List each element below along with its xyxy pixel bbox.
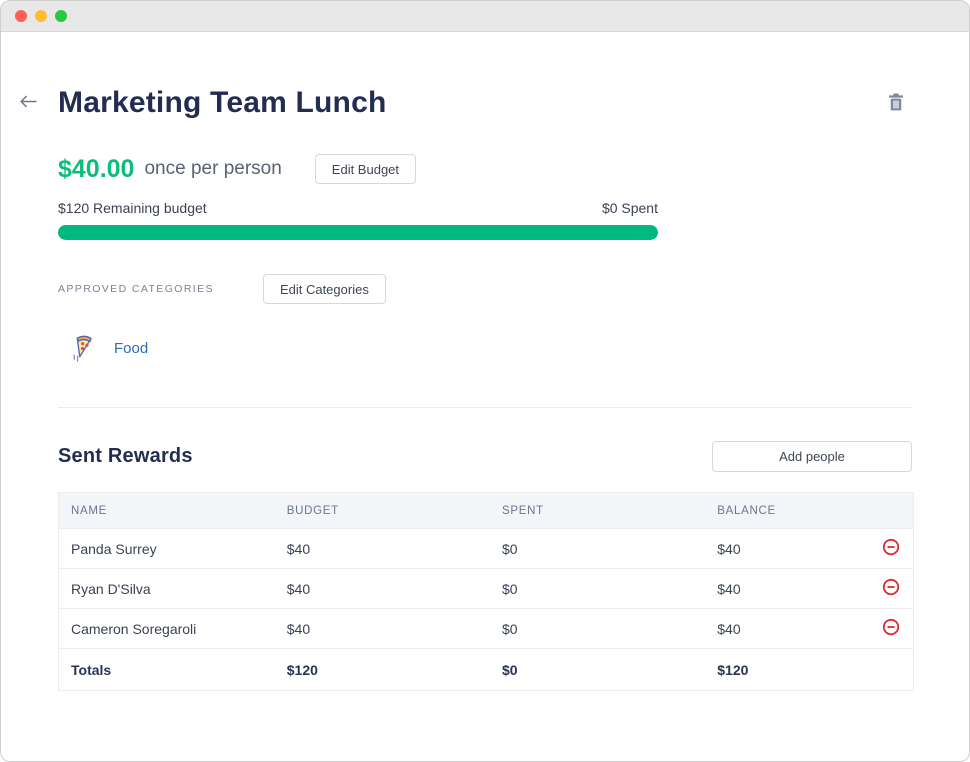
cell-balance: $40 xyxy=(717,620,741,637)
spent-label: $0 Spent xyxy=(601,200,658,216)
column-header-spent: SPENT xyxy=(502,504,544,517)
main-content: Marketing Team Lunch $40.00 once per per xyxy=(1,84,969,691)
table-row: Cameron Soregaroli $40 $0 $40 xyxy=(58,608,914,649)
page-header: Marketing Team Lunch xyxy=(19,84,912,122)
table-totals-row: Totals $120 $0 $120 xyxy=(58,648,914,691)
totals-budget: $120 xyxy=(286,661,318,678)
cell-spent: $0 xyxy=(502,580,518,597)
budget-summary: $40.00 once per person Edit Budget xyxy=(58,154,912,184)
minus-circle-icon xyxy=(882,578,900,599)
approved-categories-label: APPROVED CATEGORIES xyxy=(58,283,214,295)
close-window-button[interactable] xyxy=(15,10,27,22)
edit-categories-button[interactable]: Edit Categories xyxy=(262,274,386,304)
remove-person-button[interactable] xyxy=(880,576,902,601)
trash-icon xyxy=(888,93,904,114)
approved-categories-header: APPROVED CATEGORIES Edit Categories xyxy=(58,274,912,304)
edit-budget-button[interactable]: Edit Budget xyxy=(314,154,417,184)
pizza-icon xyxy=(68,330,98,367)
window-titlebar xyxy=(1,1,969,32)
budget-frequency: once per person xyxy=(144,158,282,179)
cell-spent: $0 xyxy=(502,540,518,557)
sent-rewards-header: Sent Rewards Add people xyxy=(58,441,912,472)
remaining-budget-label: $120 Remaining budget xyxy=(58,200,207,216)
column-header-name: NAME xyxy=(71,504,108,517)
zoom-window-button[interactable] xyxy=(55,10,67,22)
cell-budget: $40 xyxy=(286,620,311,637)
budget-progress-fill xyxy=(58,225,658,240)
table-row: Panda Surrey $40 $0 $40 xyxy=(58,528,914,569)
table-row: Ryan D'Silva $40 $0 $40 xyxy=(58,568,914,609)
cell-spent: $0 xyxy=(502,620,518,637)
rewards-table: NAME BUDGET SPENT BALANCE Panda Surrey $… xyxy=(58,492,914,691)
category-name: Food xyxy=(114,340,149,357)
remove-person-button[interactable] xyxy=(880,616,902,641)
section-divider xyxy=(58,407,912,408)
column-header-actions xyxy=(868,493,913,529)
budget-progress-bar xyxy=(58,225,658,240)
cell-budget: $40 xyxy=(286,580,311,597)
add-people-button[interactable]: Add people xyxy=(712,441,912,472)
totals-label: Totals xyxy=(71,661,112,678)
column-header-budget: BUDGET xyxy=(286,504,339,517)
totals-spent: $0 xyxy=(502,661,518,678)
cell-name: Panda Surrey xyxy=(71,540,157,557)
cell-balance: $40 xyxy=(717,540,741,557)
back-button[interactable] xyxy=(17,93,39,113)
cell-name: Ryan D'Silva xyxy=(71,580,151,597)
sent-rewards-title: Sent Rewards xyxy=(58,445,193,467)
budget-progress-labels: $120 Remaining budget $0 Spent xyxy=(58,200,658,216)
delete-budget-button[interactable] xyxy=(886,91,906,116)
page-title: Marketing Team Lunch xyxy=(58,86,387,119)
cell-name: Cameron Soregaroli xyxy=(71,620,197,637)
cell-balance: $40 xyxy=(717,580,741,597)
minimize-window-button[interactable] xyxy=(35,10,47,22)
arrow-left-icon xyxy=(19,95,37,111)
table-header-row: NAME BUDGET SPENT BALANCE xyxy=(58,492,914,529)
totals-balance: $120 xyxy=(717,661,749,678)
minus-circle-icon xyxy=(882,618,900,639)
minus-circle-icon xyxy=(882,538,900,559)
category-item-food[interactable]: Food xyxy=(58,330,912,367)
column-header-balance: BALANCE xyxy=(717,504,776,517)
cell-budget: $40 xyxy=(286,540,311,557)
budget-amount: $40.00 xyxy=(58,154,135,183)
remove-person-button[interactable] xyxy=(880,536,902,561)
